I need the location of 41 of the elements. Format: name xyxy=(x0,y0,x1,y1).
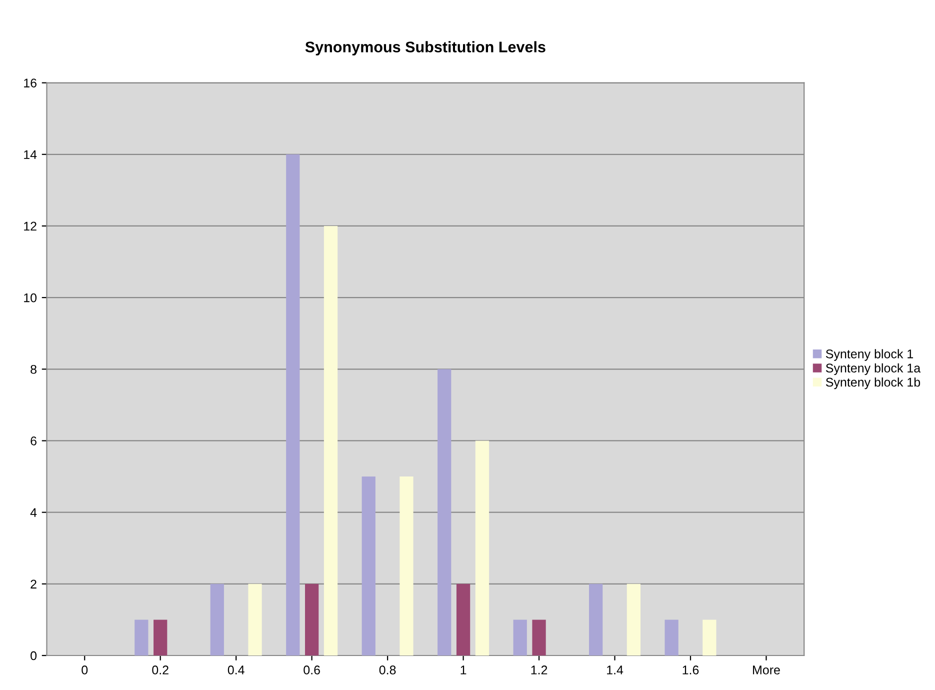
bar xyxy=(438,369,452,656)
bar xyxy=(400,476,414,656)
x-tick-label: 1 xyxy=(460,666,466,674)
bar xyxy=(589,584,603,656)
x-tick-label: 0 xyxy=(82,666,88,674)
bar xyxy=(134,620,148,656)
y-tick-label: 16 xyxy=(24,78,36,88)
bar xyxy=(286,154,300,656)
y-tick-label: 8 xyxy=(30,364,36,374)
x-tick-label: 1.6 xyxy=(682,666,699,674)
bar xyxy=(362,476,376,656)
y-tick-label: 10 xyxy=(24,293,37,302)
bar xyxy=(475,440,490,656)
bar xyxy=(248,584,262,656)
legend-label: Synteny block 1b xyxy=(826,377,920,390)
x-tick-label: 1.4 xyxy=(607,666,624,674)
y-tick-label: 12 xyxy=(24,222,36,231)
bar xyxy=(305,584,319,656)
x-tick-label: 0.4 xyxy=(228,666,244,674)
bar xyxy=(456,584,470,656)
y-tick-label: 0 xyxy=(30,651,37,660)
bar xyxy=(154,620,168,656)
bar xyxy=(513,620,527,656)
bar xyxy=(532,620,546,656)
y-tick-label: 6 xyxy=(30,436,36,446)
x-tick-label: 0.2 xyxy=(152,666,168,674)
bar xyxy=(664,620,678,656)
legend-label: Synteny block 1 xyxy=(826,349,914,361)
chart-title: Synonymous Substitution Levels xyxy=(305,41,546,56)
legend-label: Synteny block 1a xyxy=(826,363,921,375)
y-tick-label: 4 xyxy=(30,508,37,517)
x-tick-label: 1.2 xyxy=(531,666,548,674)
bar xyxy=(210,584,224,656)
x-tick-label: 0.6 xyxy=(304,666,320,674)
y-tick-label: 2 xyxy=(30,580,36,588)
bar xyxy=(702,620,716,656)
bar xyxy=(626,584,641,656)
bar xyxy=(324,226,338,656)
x-tick-label: 0.8 xyxy=(379,666,396,674)
y-tick-label: 14 xyxy=(24,150,37,159)
x-tick-label: More xyxy=(753,666,780,674)
